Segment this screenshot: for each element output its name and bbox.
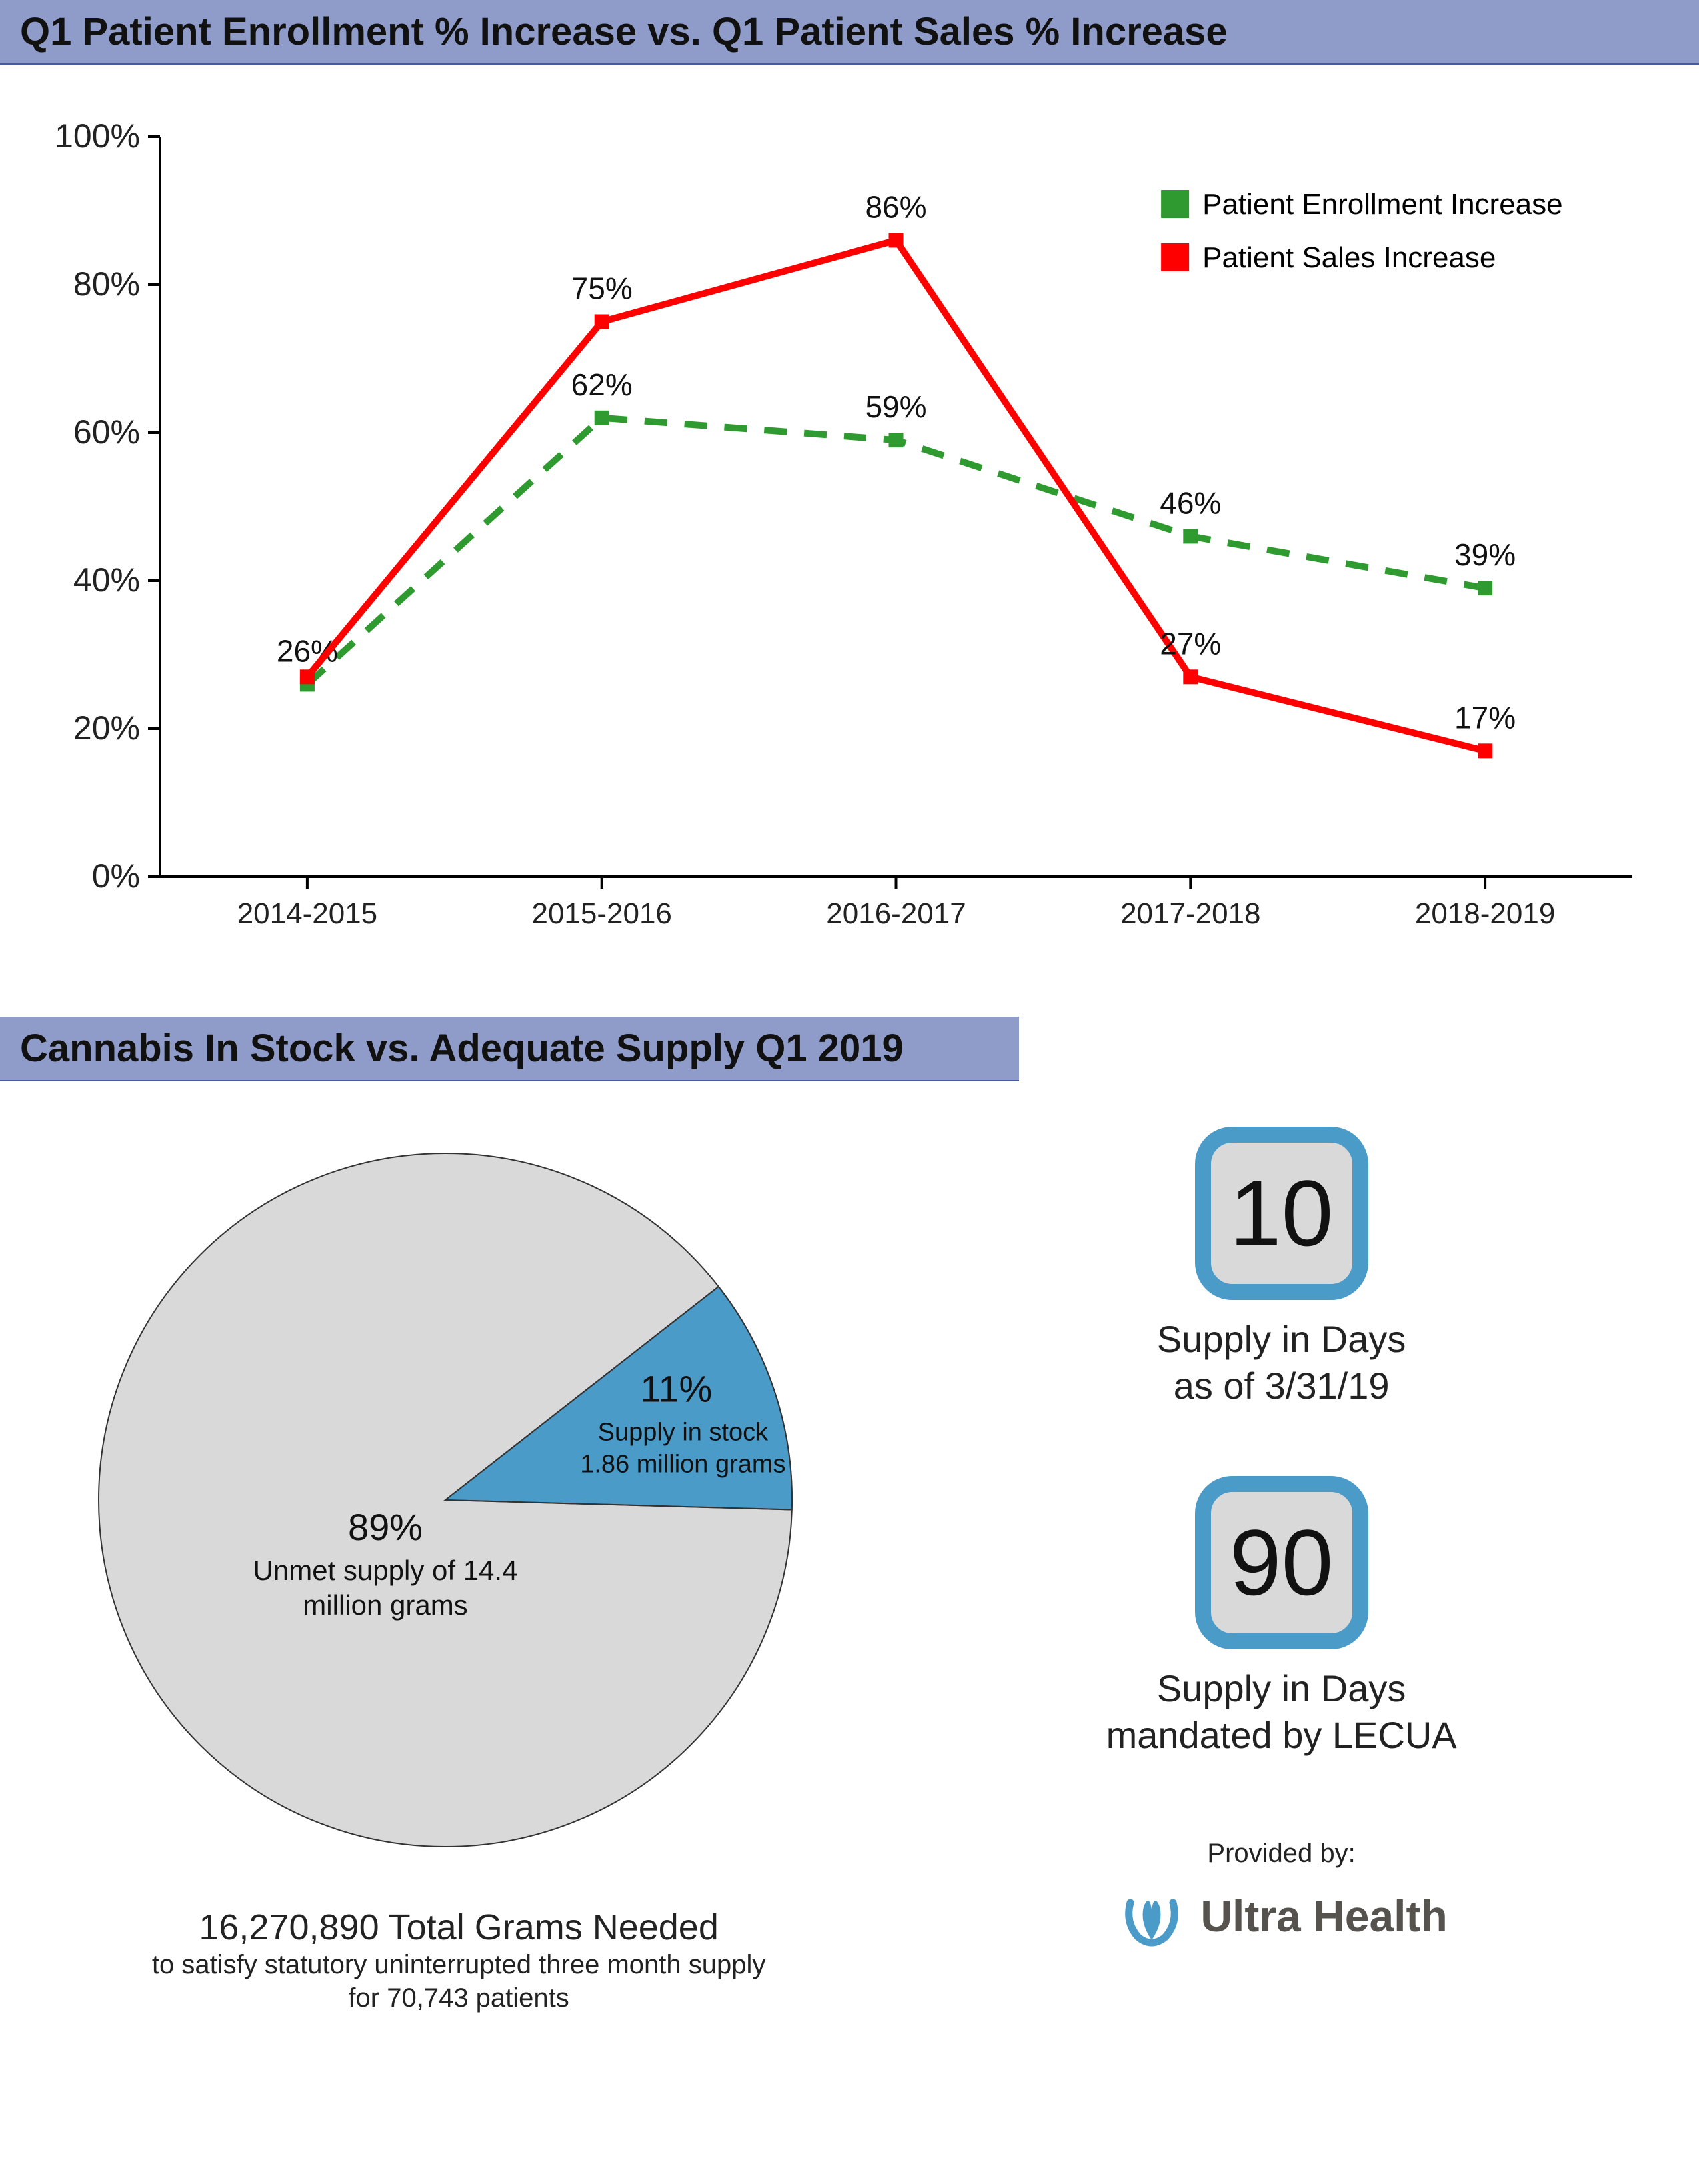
svg-text:20%: 20% <box>73 709 140 747</box>
svg-text:80%: 80% <box>73 265 140 303</box>
stat-block-0: 10 Supply in Days as of 3/31/19 <box>1157 1127 1406 1409</box>
svg-text:Patient Enrollment Increase: Patient Enrollment Increase <box>1202 188 1563 221</box>
provider-label: Provided by: <box>1207 1839 1355 1869</box>
svg-text:86%: 86% <box>865 189 926 224</box>
line-chart-svg: 0% 20% 40% 60% 80% 100% 2014-2015 2015-2016 2016… <box>27 97 1672 963</box>
line-chart: 0% 20% 40% 60% 80% 100% 2014-2015 2015-2016 2016… <box>0 70 1699 1017</box>
stat-box-1: 90 <box>1195 1476 1368 1649</box>
svg-text:75%: 75% <box>571 271 633 306</box>
pie-caption-sub2: for 70,743 patients <box>348 1981 569 2015</box>
svg-text:0%: 0% <box>92 857 140 895</box>
pie-chart-svg: 11% Supply in stock 1.86 million grams 89% U… <box>59 1107 858 1887</box>
svg-text:40%: 40% <box>73 561 140 599</box>
pie-chart-title: Cannabis In Stock vs. Adequate Supply Q1… <box>0 1017 1019 1081</box>
svg-text:Supply in stock: Supply in stock <box>598 1419 769 1447</box>
svg-text:Patient Sales Increase: Patient Sales Increase <box>1202 241 1496 274</box>
svg-text:89%: 89% <box>348 1506 423 1548</box>
svg-text:2017-2018: 2017-2018 <box>1120 897 1260 930</box>
svg-text:100%: 100% <box>55 117 140 155</box>
svg-text:2015-2016: 2015-2016 <box>531 897 671 930</box>
svg-text:17%: 17% <box>1454 700 1516 735</box>
stat-block-1: 90 Supply in Days mandated by LECUA <box>1106 1476 1457 1759</box>
svg-text:11%: 11% <box>641 1368 713 1410</box>
svg-text:60%: 60% <box>73 413 140 451</box>
svg-text:2018-2019: 2018-2019 <box>1415 897 1555 930</box>
svg-text:62%: 62% <box>571 367 633 402</box>
svg-text:59%: 59% <box>865 389 926 424</box>
svg-text:2016-2017: 2016-2017 <box>826 897 966 930</box>
stat-label-0-line1: Supply in Days <box>1157 1316 1406 1363</box>
stat-label-1-line1: Supply in Days <box>1157 1665 1406 1712</box>
svg-text:39%: 39% <box>1454 537 1516 572</box>
stat-label-0-line2: as of 3/31/19 <box>1174 1363 1390 1409</box>
svg-text:Unmet supply of 14.4: Unmet supply of 14.4 <box>253 1555 518 1586</box>
svg-text:2014-2015: 2014-2015 <box>237 897 377 930</box>
line-chart-title: Q1 Patient Enrollment % Increase vs. Q1 … <box>0 0 1699 65</box>
stat-label-1-line2: mandated by LECUA <box>1106 1712 1457 1759</box>
provider-block: Provided by: Ultra Health <box>1115 1839 1447 1953</box>
pie-caption-sub1: to satisfy statutory uninterrupted three… <box>152 1948 766 1981</box>
svg-text:million grams: million grams <box>303 1589 467 1621</box>
svg-text:46%: 46% <box>1160 485 1221 520</box>
stat-box-0: 10 <box>1195 1127 1368 1300</box>
pie-caption-main: 16,270,890 Total Grams Needed <box>199 1907 719 1948</box>
provider-name: Ultra Health <box>1200 1891 1447 1941</box>
svg-text:1.86 million grams: 1.86 million grams <box>580 1451 785 1479</box>
ultra-health-logo-icon <box>1115 1879 1188 1953</box>
svg-text:27%: 27% <box>1160 626 1221 661</box>
